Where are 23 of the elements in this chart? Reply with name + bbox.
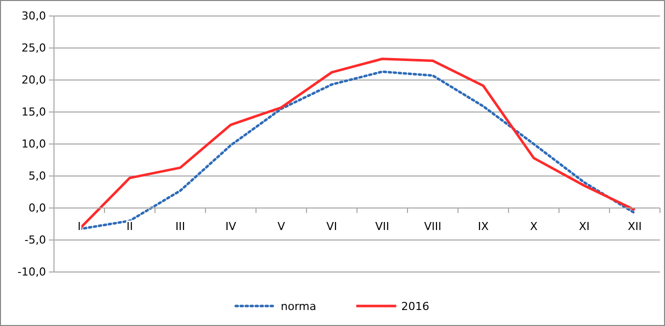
y-tick-label: 25,0 <box>22 42 46 55</box>
x-tick-label: II <box>126 220 133 233</box>
y-tick-label: 10,0 <box>22 138 46 151</box>
y-tick-label: 0,0 <box>28 202 46 215</box>
y-tick-label: 15,0 <box>22 106 46 119</box>
x-tick-label: VIII <box>424 220 442 233</box>
x-tick-label: VII <box>375 220 390 233</box>
legend-label: 2016 <box>401 300 430 313</box>
y-tick-label: -10,0 <box>18 266 46 279</box>
x-tick-label: IV <box>225 220 237 233</box>
x-tick-label: III <box>175 220 186 233</box>
x-tick-label: XII <box>628 220 642 233</box>
x-tick-label: I <box>78 220 81 233</box>
y-tick-label: 30,0 <box>22 10 46 23</box>
legend-label: norma <box>280 300 316 313</box>
x-tick-label: IX <box>478 220 490 233</box>
x-tick-label: X <box>530 220 538 233</box>
x-tick-label: XI <box>578 220 590 233</box>
x-tick-label: V <box>277 220 286 233</box>
y-tick-label: -5,0 <box>24 234 46 247</box>
y-tick-label: 5,0 <box>28 170 46 183</box>
y-tick-label: 20,0 <box>22 74 46 87</box>
x-tick-label: VI <box>326 220 338 233</box>
